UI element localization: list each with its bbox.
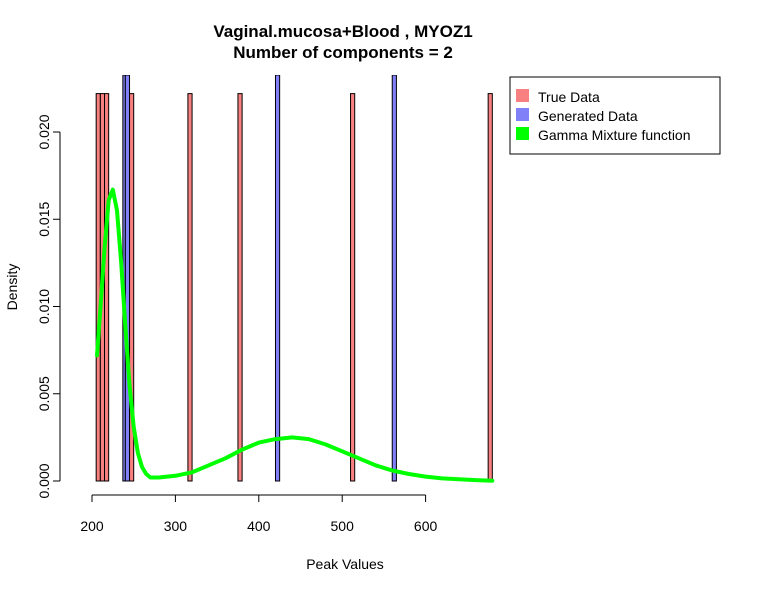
legend-swatch-true-data: [516, 89, 529, 102]
true-data-bar: [237, 93, 243, 482]
legend-label-gamma-mixture: Gamma Mixture function: [538, 127, 691, 143]
chart-subtitle: Number of components = 2: [233, 43, 453, 62]
true-data-bar: [95, 93, 101, 482]
generated-data-bar: [391, 75, 397, 482]
x-tick-label: 600: [414, 518, 438, 534]
true-data-bars: [95, 93, 493, 482]
generated-data-bar: [274, 75, 281, 482]
legend-label-generated-data: Generated Data: [538, 108, 638, 124]
x-tick-label: 300: [164, 518, 188, 534]
x-axis: 200 300 400 500 600: [80, 494, 438, 534]
y-axis: 0.000 0.005 0.010 0.015 0.020: [36, 114, 61, 499]
true-data-bar: [187, 93, 193, 482]
true-data-bar: [487, 93, 493, 482]
x-tick-label: 400: [247, 518, 271, 534]
gamma-mixture-layer: [95, 187, 495, 483]
legend-swatch-generated-data: [516, 108, 529, 121]
y-axis-label: Density: [4, 264, 20, 311]
y-tick-label: 0.020: [36, 114, 52, 149]
x-tick-label: 500: [331, 518, 355, 534]
x-tick-label: 200: [80, 518, 104, 534]
y-tick-label: 0.005: [36, 376, 52, 411]
y-tick-label: 0.010: [36, 289, 52, 324]
y-tick-label: 0.015: [36, 202, 52, 237]
true-data-bar: [350, 93, 356, 482]
x-axis-label: Peak Values: [306, 556, 384, 572]
y-tick-label: 0.000: [36, 463, 52, 498]
gamma-mixture-curve: [95, 187, 495, 483]
generated-data-bars: [122, 75, 397, 482]
legend-label-true-data: True Data: [538, 89, 600, 105]
legend: True Data Generated Data Gamma Mixture f…: [509, 76, 721, 155]
chart-title: Vaginal.mucosa+Blood , MYOZ1: [213, 22, 472, 41]
true-data-bar: [104, 93, 110, 482]
legend-swatch-gamma-mixture: [516, 127, 529, 140]
generated-data-bar: [124, 75, 131, 482]
legend-box: [509, 76, 721, 155]
